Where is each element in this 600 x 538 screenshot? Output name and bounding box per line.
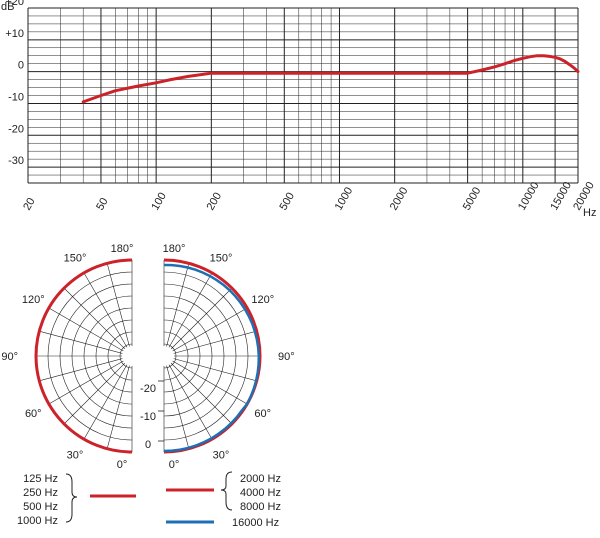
- left-polar-spoke: [63, 355, 133, 425]
- right-polar-spoke: [163, 355, 257, 382]
- right-polar-spoke: [163, 307, 248, 357]
- left-angle-label: 120°: [22, 294, 45, 306]
- x-tick-label: 10000: [516, 180, 542, 212]
- x-axis-label: Hz: [583, 207, 596, 219]
- right-angle-label: 60°: [254, 408, 271, 420]
- x-tick-label: 200: [205, 191, 225, 213]
- legend-right-2: 4000 Hz: [240, 487, 281, 499]
- legend-left-1: 125 Hz: [23, 473, 58, 485]
- left-polar-spoke: [39, 355, 133, 382]
- legend-right-3: 8000 Hz: [240, 501, 281, 513]
- right-polar-spoke: [163, 355, 190, 449]
- radial-label: -10: [140, 411, 156, 423]
- y-tick-label: -30: [8, 155, 24, 167]
- x-tick-label: 500: [277, 191, 297, 213]
- x-tick-label: 1000: [333, 185, 356, 212]
- left-angle-label: 0°: [117, 459, 128, 471]
- legend-right-4: 16000 Hz: [232, 517, 279, 529]
- right-angle-label: 0°: [169, 459, 180, 471]
- x-tick-label: 15000: [548, 180, 574, 212]
- legend-left-brace: [65, 473, 78, 523]
- left-angle-label: 90°: [1, 351, 18, 363]
- right-polar-spoke: [163, 355, 233, 425]
- right-polar-spoke: [163, 263, 190, 357]
- y-tick-label: +10: [5, 28, 24, 40]
- left-angle-label: 180°: [111, 243, 134, 255]
- left-polar-spoke: [106, 355, 133, 449]
- legend: 125 Hz 250 Hz 500 Hz 1000 Hz 2000 Hz 400…: [17, 471, 281, 529]
- x-tick-label: 20: [21, 196, 38, 213]
- right-polar-spoke: [163, 355, 213, 440]
- x-tick-label: 2000: [388, 185, 411, 212]
- right-polar-spoke: [163, 272, 213, 357]
- left-polar-spoke: [39, 330, 133, 357]
- y-tick-label: -20: [8, 123, 24, 135]
- radial-label: 0: [145, 439, 151, 451]
- left-angle-label: 30°: [67, 450, 84, 462]
- radial-label: -20: [140, 383, 156, 395]
- left-polar-spoke: [83, 272, 133, 357]
- legend-right-1: 2000 Hz: [240, 473, 281, 485]
- y-tick-label: +20: [5, 0, 24, 8]
- frequency-response-line: [81, 54, 580, 104]
- left-polar-spoke: [106, 263, 133, 357]
- y-axis-label: dB: [1, 1, 14, 13]
- y-tick-label: -10: [8, 91, 24, 103]
- left-angle-label: 60°: [25, 408, 42, 420]
- left-polar-spoke: [48, 355, 133, 405]
- x-tick-label: 100: [149, 191, 169, 213]
- right-polar-spoke: [163, 330, 257, 357]
- x-tick-label: 50: [94, 196, 111, 213]
- right-angle-label: 180°: [163, 243, 186, 255]
- right-polar-spoke: [163, 287, 233, 357]
- right-angle-label: 120°: [251, 294, 274, 306]
- left-polar-spoke: [48, 307, 133, 357]
- right-pattern-line-16k: [163, 263, 261, 453]
- left-polar-spoke: [63, 287, 133, 357]
- legend-left-2: 250 Hz: [23, 487, 58, 499]
- right-angle-label: 150°: [210, 252, 233, 264]
- legend-right-brace: [220, 471, 233, 511]
- right-polar-spoke: [163, 355, 248, 405]
- legend-left-3: 500 Hz: [23, 501, 58, 513]
- polar-pattern-chart: -20 -10 0 180° 150° 120° 90° 60° 30° 0° 180° 150° 12…: [1, 243, 295, 471]
- left-angle-label: 150°: [64, 252, 87, 264]
- left-polar-spoke: [83, 355, 133, 440]
- legend-left-4: 1000 Hz: [17, 515, 58, 527]
- frequency-response-chart: +20 +10 0 -10 -20 -30 dB 20 50 100 200 500 1000 2000 5…: [1, 0, 597, 219]
- right-angle-label: 30°: [213, 450, 230, 462]
- polar-divider: [133, 244, 163, 470]
- x-tick-label: 5000: [461, 185, 484, 212]
- left-pattern-line: [34, 258, 133, 454]
- y-tick-label: 0: [18, 60, 24, 72]
- right-angle-label: 90°: [278, 351, 295, 363]
